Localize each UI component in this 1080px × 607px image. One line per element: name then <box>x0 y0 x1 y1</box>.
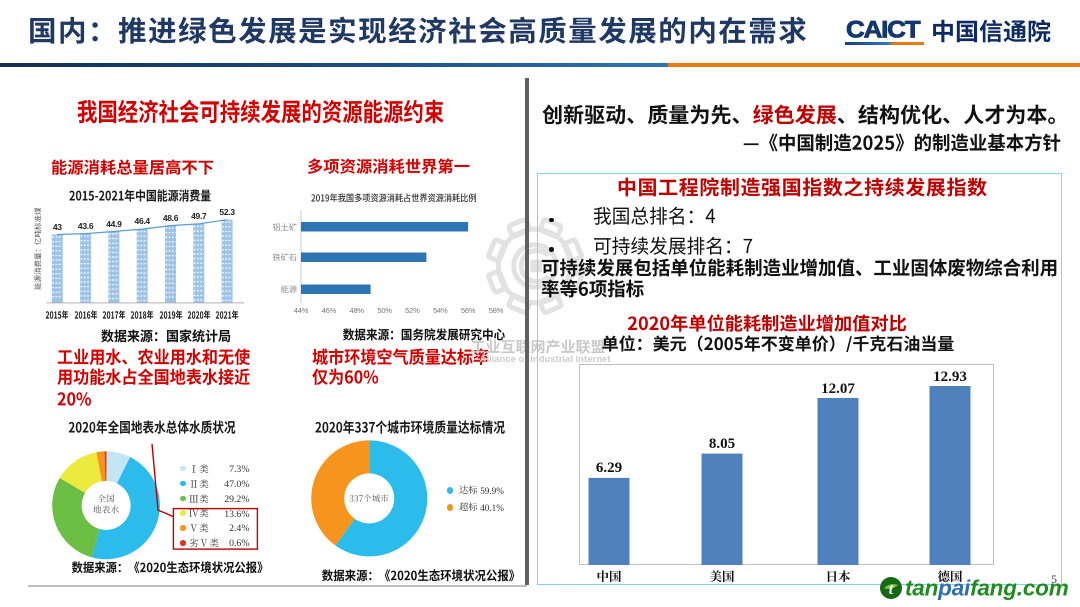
svg-text:t: t <box>889 581 894 598</box>
svg-text:tanpaifang.com: tanpaifang.com <box>905 576 1069 601</box>
